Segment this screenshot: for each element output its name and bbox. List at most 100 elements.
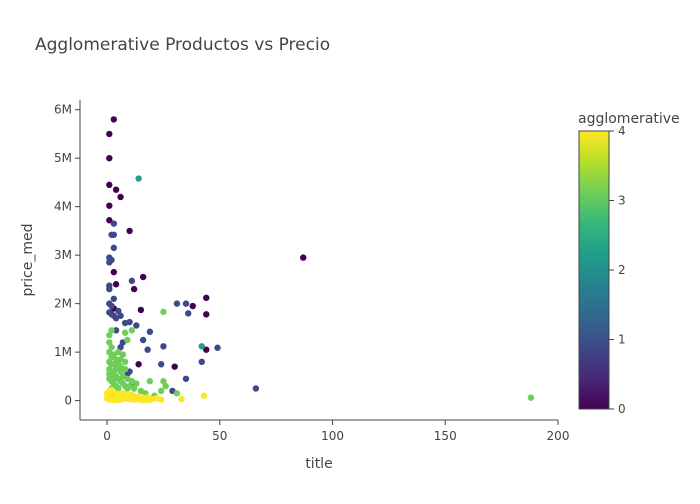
data-point-cluster-3[interactable] <box>121 329 129 336</box>
data-point-cluster-1[interactable] <box>110 231 118 238</box>
data-point-cluster-3[interactable] <box>115 348 122 356</box>
data-point-cluster-3[interactable] <box>173 390 181 397</box>
data-point-cluster-1[interactable] <box>146 328 154 335</box>
data-point-cluster-2[interactable] <box>135 175 142 182</box>
data-point-cluster-0[interactable] <box>203 311 210 318</box>
x-tick-label: 200 <box>547 429 570 443</box>
data-point-cluster-3[interactable] <box>527 394 535 401</box>
data-point-cluster-3[interactable] <box>133 380 140 387</box>
data-point-cluster-1[interactable] <box>133 322 140 329</box>
data-point-cluster-0[interactable] <box>135 361 142 368</box>
data-point-cluster-0[interactable] <box>106 181 113 189</box>
y-tick-label: 0 <box>64 394 72 408</box>
colorbar-tick-label: 2 <box>618 263 626 277</box>
data-point-cluster-2[interactable] <box>198 343 205 350</box>
data-point-cluster-1[interactable] <box>185 310 192 317</box>
data-point-cluster-1[interactable] <box>160 343 167 350</box>
y-tick-label: 2M <box>54 297 72 311</box>
data-point-cluster-0[interactable] <box>130 285 138 293</box>
data-point-cluster-3[interactable] <box>106 339 113 346</box>
data-point-cluster-1[interactable] <box>110 220 118 227</box>
colorbar-tick-label: 1 <box>618 333 626 347</box>
data-point-cluster-0[interactable] <box>300 254 307 261</box>
data-point-cluster-0[interactable] <box>112 281 120 288</box>
data-point-cluster-3[interactable] <box>124 375 131 382</box>
data-point-cluster-1[interactable] <box>121 319 129 327</box>
x-axis-label: title <box>305 456 332 472</box>
data-point-cluster-3[interactable] <box>112 356 120 363</box>
data-point-cluster-0[interactable] <box>203 294 210 302</box>
data-point-cluster-1[interactable] <box>117 312 124 319</box>
data-point-cluster-0[interactable] <box>110 268 118 276</box>
data-point-cluster-0[interactable] <box>110 116 118 123</box>
y-tick-label: 1M <box>54 345 72 359</box>
data-point-cluster-3[interactable] <box>106 331 113 339</box>
data-point-cluster-3[interactable] <box>124 336 131 344</box>
data-point-cluster-3[interactable] <box>115 361 122 368</box>
data-point-cluster-1[interactable] <box>144 346 151 353</box>
data-point-cluster-3[interactable] <box>160 308 167 316</box>
x-tick-label: 50 <box>212 429 227 443</box>
data-point-cluster-4[interactable] <box>157 396 165 403</box>
data-point-cluster-3[interactable] <box>146 378 154 385</box>
data-point-cluster-3[interactable] <box>115 385 122 392</box>
data-point-cluster-1[interactable] <box>182 300 190 307</box>
data-point-cluster-3[interactable] <box>121 365 129 373</box>
data-point-cluster-3[interactable] <box>128 327 136 334</box>
colorbar-tick-label: 3 <box>618 194 626 208</box>
data-point-cluster-3[interactable] <box>108 344 115 351</box>
data-point-cluster-3[interactable] <box>160 378 167 385</box>
data-point-cluster-1[interactable] <box>110 244 118 252</box>
data-point-cluster-3[interactable] <box>108 327 115 334</box>
data-point-cluster-0[interactable] <box>203 346 210 353</box>
data-point-cluster-0[interactable] <box>171 363 178 370</box>
data-point-cluster-0[interactable] <box>106 217 113 224</box>
data-point-cluster-1[interactable] <box>110 295 118 302</box>
data-point-cluster-1[interactable] <box>108 302 115 310</box>
colorbar-tick-label: 4 <box>618 124 626 138</box>
data-point-cluster-1[interactable] <box>214 344 221 351</box>
colorbar-tick-label: 0 <box>618 402 626 416</box>
data-point-cluster-3[interactable] <box>110 375 118 382</box>
data-point-cluster-0[interactable] <box>117 193 124 201</box>
data-point-cluster-1[interactable] <box>173 300 181 307</box>
data-point-cluster-0[interactable] <box>106 154 113 162</box>
data-point-cluster-4[interactable] <box>178 395 185 403</box>
data-point-cluster-4[interactable] <box>108 386 115 394</box>
data-point-cluster-3[interactable] <box>106 370 113 378</box>
data-point-cluster-3[interactable] <box>117 356 124 363</box>
data-point-cluster-3[interactable] <box>108 361 115 368</box>
data-point-cluster-0[interactable] <box>106 202 113 209</box>
data-point-cluster-0[interactable] <box>126 227 133 235</box>
data-point-cluster-1[interactable] <box>182 375 190 382</box>
y-tick-label: 4M <box>54 200 72 214</box>
data-point-cluster-0[interactable] <box>189 302 196 310</box>
y-tick-label: 5M <box>54 151 72 165</box>
data-point-cluster-1[interactable] <box>157 361 165 368</box>
data-point-cluster-1[interactable] <box>112 327 120 334</box>
data-points <box>103 116 535 404</box>
data-point-cluster-4[interactable] <box>144 394 151 401</box>
data-point-cluster-1[interactable] <box>117 344 124 351</box>
data-point-cluster-3[interactable] <box>162 382 169 390</box>
data-point-cluster-4[interactable] <box>103 390 111 397</box>
data-point-cluster-4[interactable] <box>133 394 140 401</box>
data-point-cluster-3[interactable] <box>157 387 165 395</box>
y-axis-label: price_med <box>20 224 36 297</box>
data-point-cluster-0[interactable] <box>137 306 145 314</box>
data-point-cluster-3[interactable] <box>130 385 138 392</box>
data-point-cluster-1[interactable] <box>198 358 205 366</box>
data-point-cluster-1[interactable] <box>106 285 113 293</box>
data-point-cluster-4[interactable] <box>115 396 122 404</box>
data-point-cluster-0[interactable] <box>139 273 147 281</box>
data-point-cluster-0[interactable] <box>112 186 120 193</box>
data-point-cluster-1[interactable] <box>139 336 147 344</box>
data-point-cluster-1[interactable] <box>128 277 136 285</box>
data-point-cluster-1[interactable] <box>115 307 122 315</box>
data-point-cluster-1[interactable] <box>108 256 115 264</box>
data-point-cluster-4[interactable] <box>110 396 118 404</box>
data-point-cluster-4[interactable] <box>200 392 208 399</box>
data-point-cluster-1[interactable] <box>252 385 260 392</box>
y-tick-label: 6M <box>54 103 72 117</box>
data-point-cluster-0[interactable] <box>106 130 113 138</box>
